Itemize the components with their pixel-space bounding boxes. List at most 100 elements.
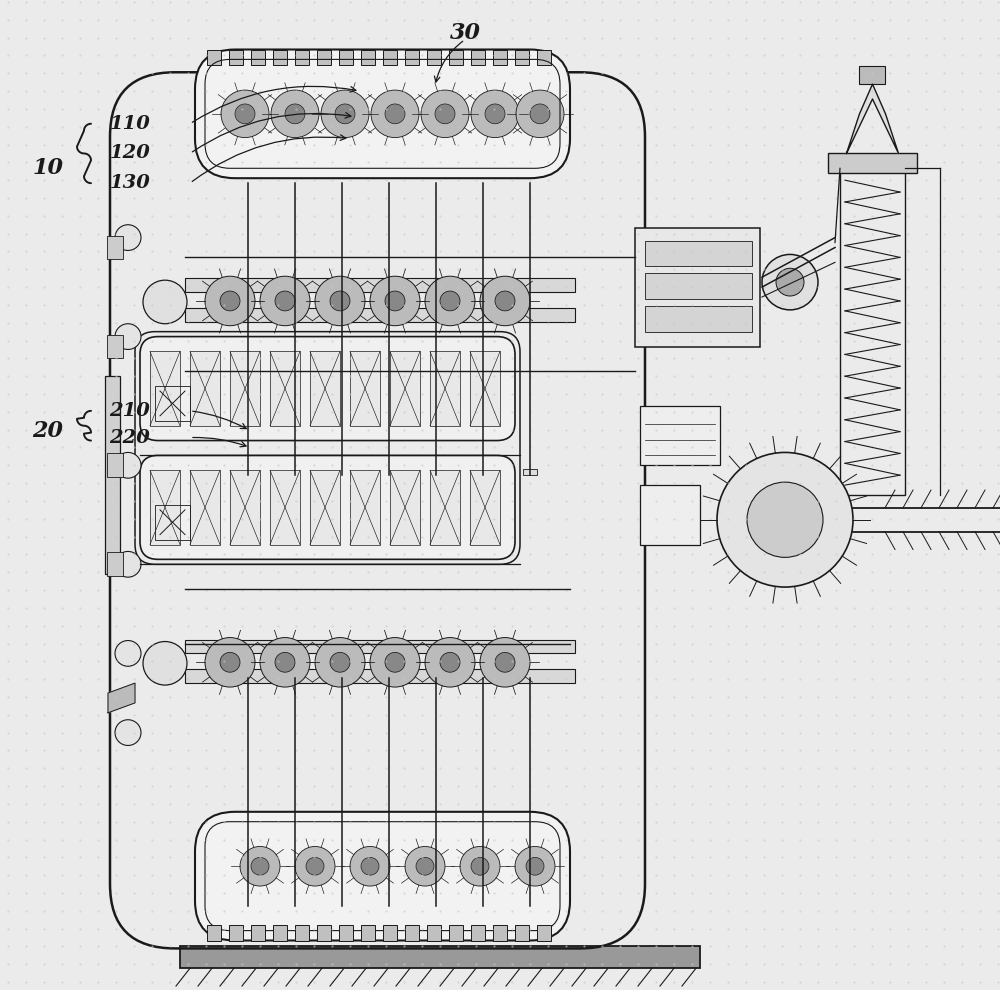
Bar bbox=[537, 50, 551, 65]
Bar bbox=[288, 469, 302, 475]
Circle shape bbox=[495, 291, 515, 311]
Bar bbox=[640, 485, 700, 544]
Bar bbox=[470, 351, 500, 426]
Circle shape bbox=[143, 280, 187, 324]
Bar bbox=[645, 273, 752, 299]
Bar bbox=[645, 306, 752, 332]
Text: 130: 130 bbox=[110, 174, 150, 192]
Bar bbox=[207, 50, 221, 65]
Circle shape bbox=[440, 291, 460, 311]
Circle shape bbox=[115, 641, 141, 666]
Bar bbox=[107, 453, 123, 477]
Bar bbox=[427, 50, 441, 65]
Bar bbox=[405, 50, 419, 65]
Bar bbox=[317, 925, 331, 940]
Circle shape bbox=[425, 638, 475, 687]
Bar bbox=[430, 351, 460, 426]
Circle shape bbox=[295, 846, 335, 886]
Bar bbox=[350, 470, 380, 545]
Polygon shape bbox=[846, 84, 898, 153]
Circle shape bbox=[275, 291, 295, 311]
Circle shape bbox=[421, 90, 469, 138]
Circle shape bbox=[220, 291, 240, 311]
Circle shape bbox=[235, 104, 255, 124]
Bar bbox=[859, 66, 886, 84]
Circle shape bbox=[240, 846, 280, 886]
Circle shape bbox=[115, 452, 141, 478]
Bar bbox=[640, 406, 720, 465]
Bar bbox=[476, 469, 490, 475]
Bar bbox=[270, 470, 300, 545]
Bar bbox=[635, 228, 760, 346]
Bar bbox=[493, 925, 507, 940]
Bar bbox=[185, 278, 575, 292]
Circle shape bbox=[530, 104, 550, 124]
Bar bbox=[515, 50, 529, 65]
Circle shape bbox=[350, 846, 390, 886]
Bar bbox=[105, 376, 120, 574]
Bar bbox=[427, 925, 441, 940]
Bar bbox=[270, 351, 300, 426]
Bar bbox=[339, 925, 353, 940]
Bar bbox=[449, 925, 463, 940]
Circle shape bbox=[205, 276, 255, 326]
Text: 20: 20 bbox=[32, 420, 64, 442]
Circle shape bbox=[321, 90, 369, 138]
Circle shape bbox=[115, 225, 141, 250]
Bar bbox=[185, 640, 575, 653]
Circle shape bbox=[717, 452, 853, 587]
Circle shape bbox=[260, 276, 310, 326]
Circle shape bbox=[495, 652, 515, 672]
Text: 210: 210 bbox=[110, 402, 150, 420]
Circle shape bbox=[115, 720, 141, 745]
Polygon shape bbox=[108, 683, 135, 713]
Circle shape bbox=[416, 857, 434, 875]
Circle shape bbox=[385, 104, 405, 124]
FancyBboxPatch shape bbox=[195, 50, 570, 178]
Circle shape bbox=[471, 857, 489, 875]
Bar bbox=[190, 470, 220, 545]
Bar bbox=[273, 925, 287, 940]
Circle shape bbox=[361, 857, 379, 875]
Bar bbox=[185, 308, 575, 322]
Bar bbox=[288, 903, 302, 909]
Circle shape bbox=[762, 254, 818, 310]
Bar bbox=[185, 669, 575, 683]
Circle shape bbox=[526, 857, 544, 875]
Bar bbox=[207, 925, 221, 940]
Bar bbox=[429, 903, 443, 909]
Circle shape bbox=[115, 551, 141, 577]
Circle shape bbox=[480, 276, 530, 326]
Circle shape bbox=[315, 276, 365, 326]
Bar bbox=[155, 505, 190, 540]
Bar bbox=[150, 351, 180, 426]
Bar bbox=[230, 351, 260, 426]
Bar bbox=[523, 903, 537, 909]
Circle shape bbox=[516, 90, 564, 138]
Circle shape bbox=[306, 857, 324, 875]
Bar bbox=[295, 50, 309, 65]
Circle shape bbox=[776, 268, 804, 296]
Bar bbox=[382, 903, 396, 909]
Bar bbox=[361, 925, 375, 940]
Bar bbox=[471, 50, 485, 65]
Bar bbox=[645, 241, 752, 266]
Bar bbox=[339, 50, 353, 65]
Bar bbox=[828, 153, 917, 173]
Bar bbox=[429, 469, 443, 475]
Text: 120: 120 bbox=[110, 145, 150, 162]
Bar bbox=[251, 50, 265, 65]
Bar bbox=[230, 470, 260, 545]
Bar bbox=[383, 925, 397, 940]
Circle shape bbox=[275, 652, 295, 672]
FancyBboxPatch shape bbox=[195, 812, 570, 940]
Bar bbox=[390, 351, 420, 426]
Bar bbox=[470, 470, 500, 545]
Bar bbox=[273, 50, 287, 65]
Circle shape bbox=[440, 652, 460, 672]
Text: 30: 30 bbox=[450, 22, 480, 44]
Bar bbox=[155, 386, 190, 421]
Circle shape bbox=[271, 90, 319, 138]
Bar bbox=[430, 470, 460, 545]
Bar bbox=[310, 351, 340, 426]
